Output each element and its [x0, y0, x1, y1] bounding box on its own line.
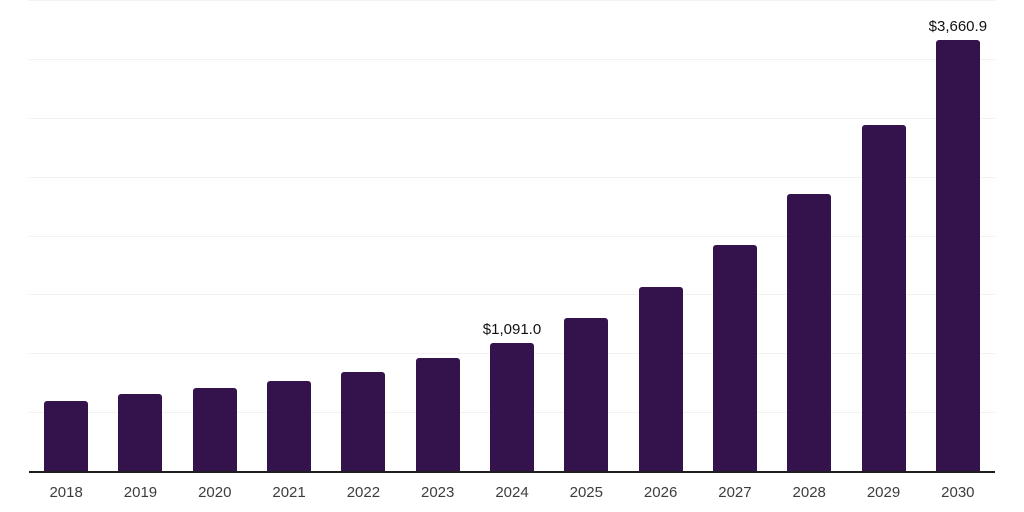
- x-tick-label-2026: 2026: [643, 484, 678, 501]
- bar-2023: [415, 358, 460, 471]
- bar-2024: [490, 342, 534, 471]
- x-tick-label-2022: 2022: [346, 484, 381, 501]
- x-tick-label-2030: 2030: [941, 484, 975, 501]
- bar-2020: [192, 388, 237, 471]
- x-tick-label-2021: 2021: [272, 484, 306, 501]
- x-tick-label-2018: 2018: [49, 484, 83, 501]
- gridline: [29, 0, 995, 1]
- x-tick-label-2027: 2027: [718, 484, 752, 501]
- x-tick-label-2024: 2024: [495, 484, 529, 501]
- bar-value-label-2024: $1,091.0: [482, 320, 542, 338]
- bar-2019: [118, 393, 163, 471]
- x-axis: 2018 2019 2020 2021 2022 2023 2024 2025 2026 2027…: [29, 485, 995, 505]
- gridline: [29, 176, 995, 178]
- plot-area: $1,091.0 $3,660.9: [29, 0, 995, 473]
- bar-2028: [787, 193, 832, 471]
- bar-2029: [861, 125, 906, 471]
- bar-2018: [44, 401, 89, 471]
- bar-value-label-2030: $3,660.9: [928, 17, 988, 35]
- x-tick-label-2028: 2028: [792, 484, 826, 501]
- x-tick-label-2023: 2023: [421, 484, 455, 501]
- bar-2026: [638, 286, 683, 471]
- gridline: [29, 117, 995, 119]
- bar-2022: [341, 372, 386, 471]
- gridline: [29, 294, 995, 296]
- x-tick-label-2029: 2029: [866, 484, 901, 501]
- gridline: [29, 235, 995, 237]
- bar-2027: [712, 244, 757, 471]
- x-tick-label-2019: 2019: [123, 484, 158, 501]
- x-tick-label-2025: 2025: [569, 484, 603, 501]
- bar-2021: [267, 380, 312, 471]
- bar-2030: [935, 39, 980, 471]
- gridline: [29, 58, 995, 60]
- x-tick-label-2020: 2020: [198, 484, 232, 501]
- bar-2025: [564, 318, 609, 471]
